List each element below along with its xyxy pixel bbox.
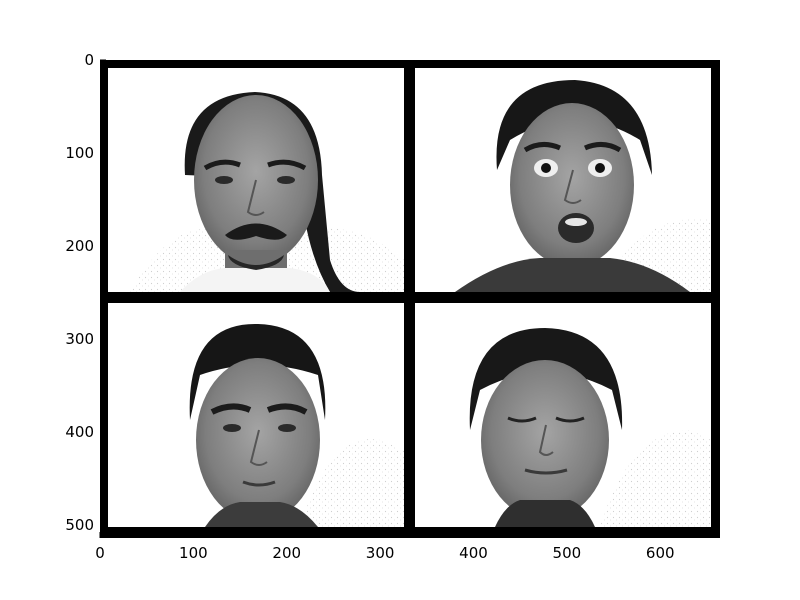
y-axis-ticks: 0 100 200 300 400 500: [65, 51, 106, 534]
face-panel-bottom-left: [108, 303, 404, 527]
x-tick-label: 100: [179, 544, 208, 562]
face-panel-top-right: [415, 68, 711, 292]
face-panel-bottom-right: [415, 303, 711, 527]
y-tick-label: 100: [65, 144, 94, 162]
y-tick-label: 0: [84, 51, 94, 69]
x-tick-label: 400: [459, 544, 488, 562]
y-tick-label: 200: [65, 237, 94, 255]
x-axis-ticks: 0 100 200 300 400 500 600: [95, 532, 675, 562]
y-tick-label: 500: [65, 516, 94, 534]
x-tick-label: 600: [646, 544, 675, 562]
y-tick-label: 400: [65, 423, 94, 441]
x-tick-label: 500: [553, 544, 582, 562]
y-tick-label: 300: [65, 330, 94, 348]
x-tick-label: 200: [272, 544, 301, 562]
face-panel-top-left: [108, 68, 404, 292]
x-tick-label: 0: [95, 544, 105, 562]
x-tick-label: 300: [366, 544, 395, 562]
